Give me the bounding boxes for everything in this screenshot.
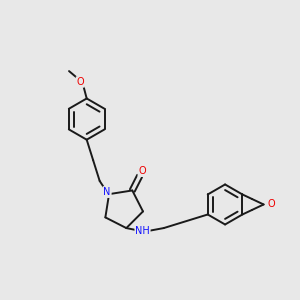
Text: O: O xyxy=(267,200,275,209)
Text: N: N xyxy=(103,187,111,197)
Text: NH: NH xyxy=(135,226,150,236)
Text: N: N xyxy=(103,187,111,197)
Text: O: O xyxy=(76,77,84,87)
Text: O: O xyxy=(138,166,146,176)
